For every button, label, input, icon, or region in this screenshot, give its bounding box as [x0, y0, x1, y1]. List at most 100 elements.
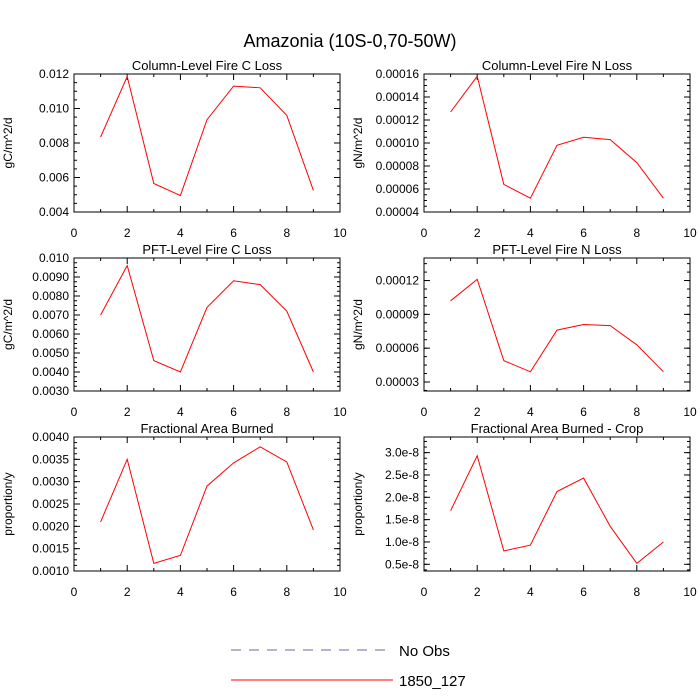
- x-tick-label: 4: [177, 585, 184, 599]
- y-tick-label: 0.00016: [376, 67, 420, 81]
- y-tick-label: 0.012: [39, 67, 69, 81]
- x-tick-label: 10: [333, 585, 347, 599]
- y-tick-label: 0.0030: [32, 475, 69, 489]
- x-tick-label: 0: [71, 226, 78, 240]
- series-line-1850-127: [100, 446, 314, 565]
- series-line-1850-127: [450, 278, 664, 373]
- y-tick-label: 2.0e-8: [385, 490, 419, 504]
- x-tick-label: 6: [580, 405, 587, 419]
- x-tick-label: 0: [421, 585, 428, 599]
- panel-title: Column-Level Fire C Loss: [132, 58, 283, 73]
- x-tick-label: 10: [333, 226, 347, 240]
- x-tick-label: 10: [683, 405, 697, 419]
- x-tick-label: 0: [421, 405, 428, 419]
- y-tick-label: 0.00012: [376, 113, 420, 127]
- y-tick-label: 0.0070: [32, 308, 69, 322]
- x-tick-label: 6: [580, 226, 587, 240]
- plot-frame: [73, 257, 341, 392]
- y-tick-label: 0.0040: [32, 430, 69, 444]
- plot-frame: [73, 73, 341, 213]
- y-tick-label: 3.0e-8: [385, 446, 419, 460]
- y-axis-label: gN/m^2/d: [351, 299, 365, 350]
- y-tick-label: 0.00012: [376, 274, 420, 288]
- x-tick-label: 2: [474, 405, 481, 419]
- x-tick-label: 0: [71, 585, 78, 599]
- x-tick-label: 8: [283, 585, 290, 599]
- y-tick-label: 0.0030: [32, 384, 69, 398]
- x-tick-label: 10: [683, 585, 697, 599]
- y-tick-label: 0.004: [39, 205, 69, 219]
- panel-1: Column-Level Fire C Loss 0 2 4 6 8 10 0.004 0.00…: [1, 58, 347, 240]
- x-tick-label: 0: [421, 226, 428, 240]
- x-tick-label: 2: [124, 226, 131, 240]
- y-tick-label: 0.008: [39, 136, 69, 150]
- panel-title: PFT-Level Fire N Loss: [492, 242, 622, 257]
- x-tick-label: 10: [683, 226, 697, 240]
- y-tick-label: 0.006: [39, 171, 69, 185]
- panel-6: Fractional Area Burned - Crop 0 2 4 6 8 10 0.5e…: [351, 421, 697, 599]
- y-tick-label: 0.0060: [32, 327, 69, 341]
- y-tick-label: 0.00009: [376, 307, 420, 321]
- x-tick-label: 2: [474, 226, 481, 240]
- y-tick-label: 0.00008: [376, 159, 420, 173]
- y-tick-label: 1.0e-8: [385, 535, 419, 549]
- y-tick-label: 0.00014: [376, 90, 420, 104]
- y-tick-label: 0.010: [39, 251, 69, 265]
- figure-title: Amazonia (10S-0,70-50W): [243, 31, 456, 51]
- x-tick-label: 8: [633, 405, 640, 419]
- y-tick-label: 0.00004: [376, 205, 420, 219]
- y-axis-label: gN/m^2/d: [351, 118, 365, 169]
- x-tick-label: 4: [527, 405, 534, 419]
- y-tick-label: 0.0020: [32, 519, 69, 533]
- y-tick-label: 0.0025: [32, 497, 69, 511]
- y-tick-label: 0.00006: [376, 341, 420, 355]
- panels: Column-Level Fire C Loss 0 2 4 6 8 10 0.004 0.00…: [1, 58, 697, 599]
- legend: No Obs 1850_127: [231, 643, 466, 690]
- panel-title: Fractional Area Burned: [141, 421, 274, 436]
- legend-label-1850-127: 1850_127: [399, 673, 466, 690]
- x-tick-label: 6: [580, 585, 587, 599]
- y-tick-label: 0.0040: [32, 365, 69, 379]
- panel-4: PFT-Level Fire N Loss 0 2 4 6 8 10 0.00003 0.000…: [351, 242, 697, 419]
- x-tick-label: 8: [283, 226, 290, 240]
- y-tick-label: 1.5e-8: [385, 513, 419, 527]
- x-tick-label: 4: [527, 226, 534, 240]
- x-tick-label: 2: [124, 585, 131, 599]
- x-tick-label: 2: [124, 405, 131, 419]
- x-tick-label: 8: [283, 405, 290, 419]
- y-tick-label: 0.00010: [376, 136, 420, 150]
- series-line-1850-127: [100, 75, 314, 197]
- x-tick-label: 4: [527, 585, 534, 599]
- series-line-1850-127: [100, 264, 314, 373]
- panel-title: Fractional Area Burned - Crop: [471, 421, 644, 436]
- x-tick-label: 4: [177, 405, 184, 419]
- x-tick-label: 8: [633, 585, 640, 599]
- y-tick-label: 0.0050: [32, 346, 69, 360]
- x-tick-label: 6: [230, 585, 237, 599]
- legend-label-no-obs: No Obs: [399, 643, 450, 660]
- y-tick-label: 0.0035: [32, 452, 69, 466]
- panel-5: Fractional Area Burned 0 2 4 6 8 10 0.0010 0.001…: [1, 421, 347, 599]
- y-tick-label: 0.0010: [32, 564, 69, 578]
- plot-frame: [73, 436, 341, 572]
- y-axis-label: gC/m^2/d: [1, 299, 15, 350]
- y-tick-label: 0.0015: [32, 542, 69, 556]
- y-tick-label: 0.00006: [376, 182, 420, 196]
- plot-frame: [423, 436, 691, 572]
- y-axis-label: proportion/y: [351, 472, 365, 535]
- plot-frame: [423, 257, 691, 392]
- panel-title: PFT-Level Fire C Loss: [142, 242, 272, 257]
- y-tick-label: 0.010: [39, 102, 69, 116]
- panel-title: Column-Level Fire N Loss: [482, 58, 633, 73]
- y-axis-label: proportion/y: [1, 472, 15, 535]
- y-tick-label: 0.5e-8: [385, 557, 419, 571]
- y-tick-label: 2.5e-8: [385, 468, 419, 482]
- x-tick-label: 0: [71, 405, 78, 419]
- y-tick-label: 0.00003: [376, 375, 420, 389]
- y-tick-label: 0.0090: [32, 270, 69, 284]
- x-tick-label: 4: [177, 226, 184, 240]
- x-tick-label: 8: [633, 226, 640, 240]
- x-tick-label: 6: [230, 405, 237, 419]
- panel-3: PFT-Level Fire C Loss 0 2 4 6 8 10 0.0030 0.0040…: [1, 242, 347, 419]
